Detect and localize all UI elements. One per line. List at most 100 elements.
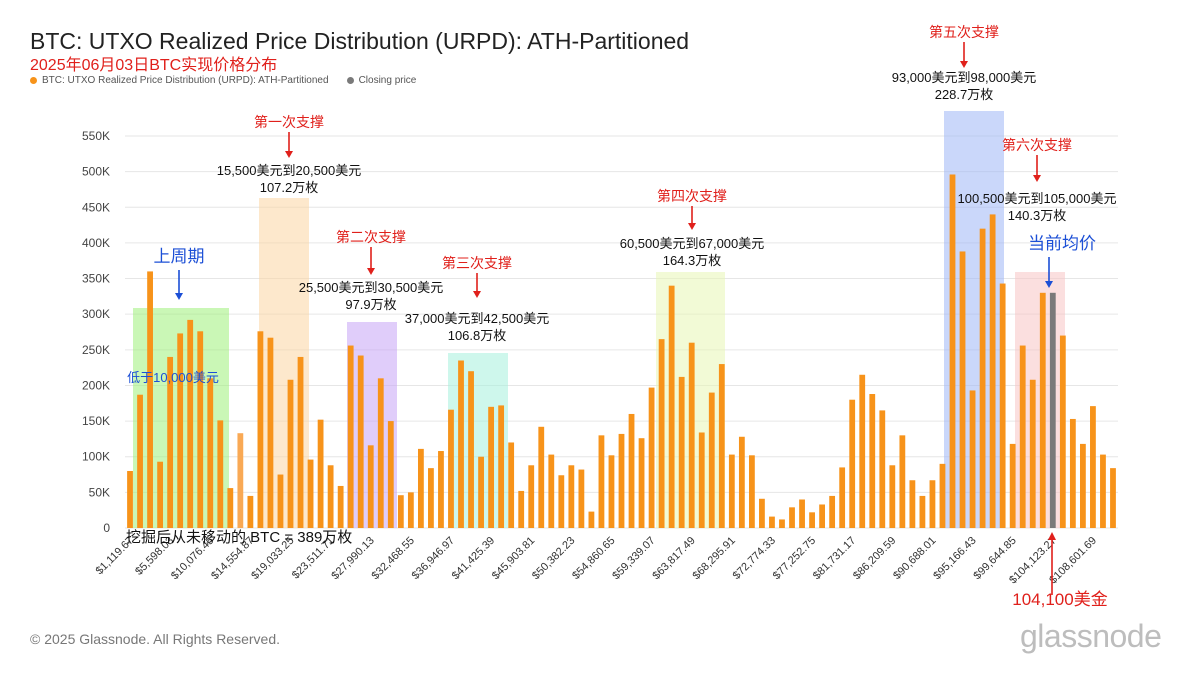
never-moved-annotation: 挖掘后从未移动的 BTC = 389万枚 (126, 529, 352, 546)
urpd-bar (548, 454, 555, 528)
urpd-bar (478, 456, 484, 528)
urpd-bar (347, 345, 354, 528)
urpd-bar (698, 432, 705, 528)
urpd-bar (658, 339, 665, 528)
urpd-bar (417, 448, 424, 528)
urpd-bar (678, 376, 685, 528)
support-range: 60,500美元到67,000美元 (620, 236, 765, 251)
urpd-bar (337, 485, 344, 528)
y-tick-label: 100K (82, 450, 110, 464)
urpd-bar (247, 495, 254, 528)
urpd-bar (207, 378, 214, 528)
urpd-bar (1029, 379, 1036, 528)
legend-label-closing-price: Closing price (358, 75, 417, 86)
support-amount: 228.7万枚 (935, 87, 994, 102)
urpd-bar (989, 214, 996, 528)
urpd-bar (558, 475, 565, 528)
bar-layer (127, 174, 1116, 528)
closing-price-label: 104,100美金 (1012, 590, 1107, 609)
support-label: 第六次支撑 (1002, 137, 1072, 153)
urpd-bar (277, 474, 284, 528)
y-tick-label: 300K (82, 307, 110, 321)
urpd-bar (779, 519, 785, 528)
urpd-bar (969, 390, 976, 528)
urpd-bar (819, 504, 826, 528)
urpd-bar (217, 420, 224, 528)
support-amount: 164.3万枚 (663, 253, 722, 268)
legend-label-urpd: BTC: UTXO Realized Price Distribution (U… (42, 75, 329, 86)
urpd-bar (157, 461, 164, 528)
support-label: 第四次支撑 (657, 188, 727, 204)
urpd-bar (568, 465, 575, 528)
arrow-head-icon (1033, 175, 1041, 182)
support-amount: 140.3万枚 (1008, 208, 1067, 223)
urpd-bar (267, 337, 274, 528)
current-avg-label: 当前均价 (1028, 234, 1096, 253)
closing-price-bar (1049, 292, 1056, 528)
urpd-bar (237, 433, 244, 528)
urpd-bar (367, 445, 374, 528)
urpd-bar (668, 285, 675, 528)
arrow-head-icon (175, 293, 183, 300)
urpd-bar (458, 360, 464, 528)
arrow-head-icon (473, 291, 481, 298)
support-label: 第三次支撑 (442, 255, 512, 271)
urpd-bar (518, 490, 525, 528)
support-amount: 106.8万枚 (448, 328, 507, 343)
urpd-bar (227, 488, 234, 528)
chart-title: BTC: UTXO Realized Price Distribution (U… (30, 28, 690, 54)
urpd-bar (979, 228, 986, 528)
arrow-head-icon (285, 151, 293, 158)
urpd-bar (949, 174, 956, 528)
support-range: 25,500美元到30,500美元 (299, 280, 444, 295)
urpd-bar (187, 319, 194, 528)
support-range: 100,500美元到105,000美元 (958, 191, 1117, 206)
y-tick-label: 500K (82, 165, 110, 179)
urpd-bar (718, 364, 725, 528)
urpd-bar (147, 271, 153, 528)
urpd-bar (508, 442, 515, 528)
urpd-bar (1079, 443, 1086, 528)
previous-cycle-label: 上周期 (154, 247, 205, 266)
urpd-bar (578, 469, 585, 528)
urpd-bar (1069, 418, 1076, 528)
urpd-bar (127, 470, 133, 528)
y-tick-label: 350K (82, 272, 110, 286)
urpd-bar (769, 516, 775, 528)
urpd-bar (1110, 468, 1116, 528)
legend-item-closing-price[interactable]: Closing price (346, 75, 417, 86)
urpd-bar (738, 436, 745, 528)
urpd-bar (528, 465, 535, 528)
arrow-head-icon (367, 268, 375, 275)
urpd-bar (628, 413, 635, 528)
urpd-bar (839, 467, 846, 528)
urpd-bar (438, 451, 444, 528)
urpd-bar (287, 379, 294, 528)
arrow-head-icon (688, 223, 696, 230)
support-label: 第二次支撑 (336, 229, 406, 245)
legend-dot-orange (30, 76, 37, 84)
urpd-bar (488, 406, 495, 528)
support-range: 37,000美元到42,500美元 (405, 311, 550, 326)
urpd-bar (909, 480, 916, 528)
urpd-bar (397, 495, 404, 528)
urpd-bar (598, 435, 605, 528)
urpd-bar (448, 409, 454, 528)
urpd-bar (167, 356, 174, 528)
closing-arrow-head-icon (1048, 532, 1056, 540)
legend-item-urpd[interactable]: BTC: UTXO Realized Price Distribution (U… (30, 75, 329, 86)
urpd-bar (929, 480, 936, 528)
urpd-bar (748, 455, 755, 528)
urpd-bar (759, 498, 765, 528)
urpd-bar (538, 426, 545, 528)
chart-subtitle: 2025年06月03日BTC实现价格分布 (30, 57, 278, 74)
support-label: 第五次支撑 (929, 24, 999, 40)
urpd-bar (357, 355, 364, 528)
urpd-bar (999, 283, 1006, 528)
urpd-bar (1009, 443, 1016, 528)
urpd-bar (708, 392, 715, 528)
urpd-bar (959, 251, 966, 528)
urpd-bar (377, 378, 384, 528)
urpd-bar (688, 342, 695, 528)
